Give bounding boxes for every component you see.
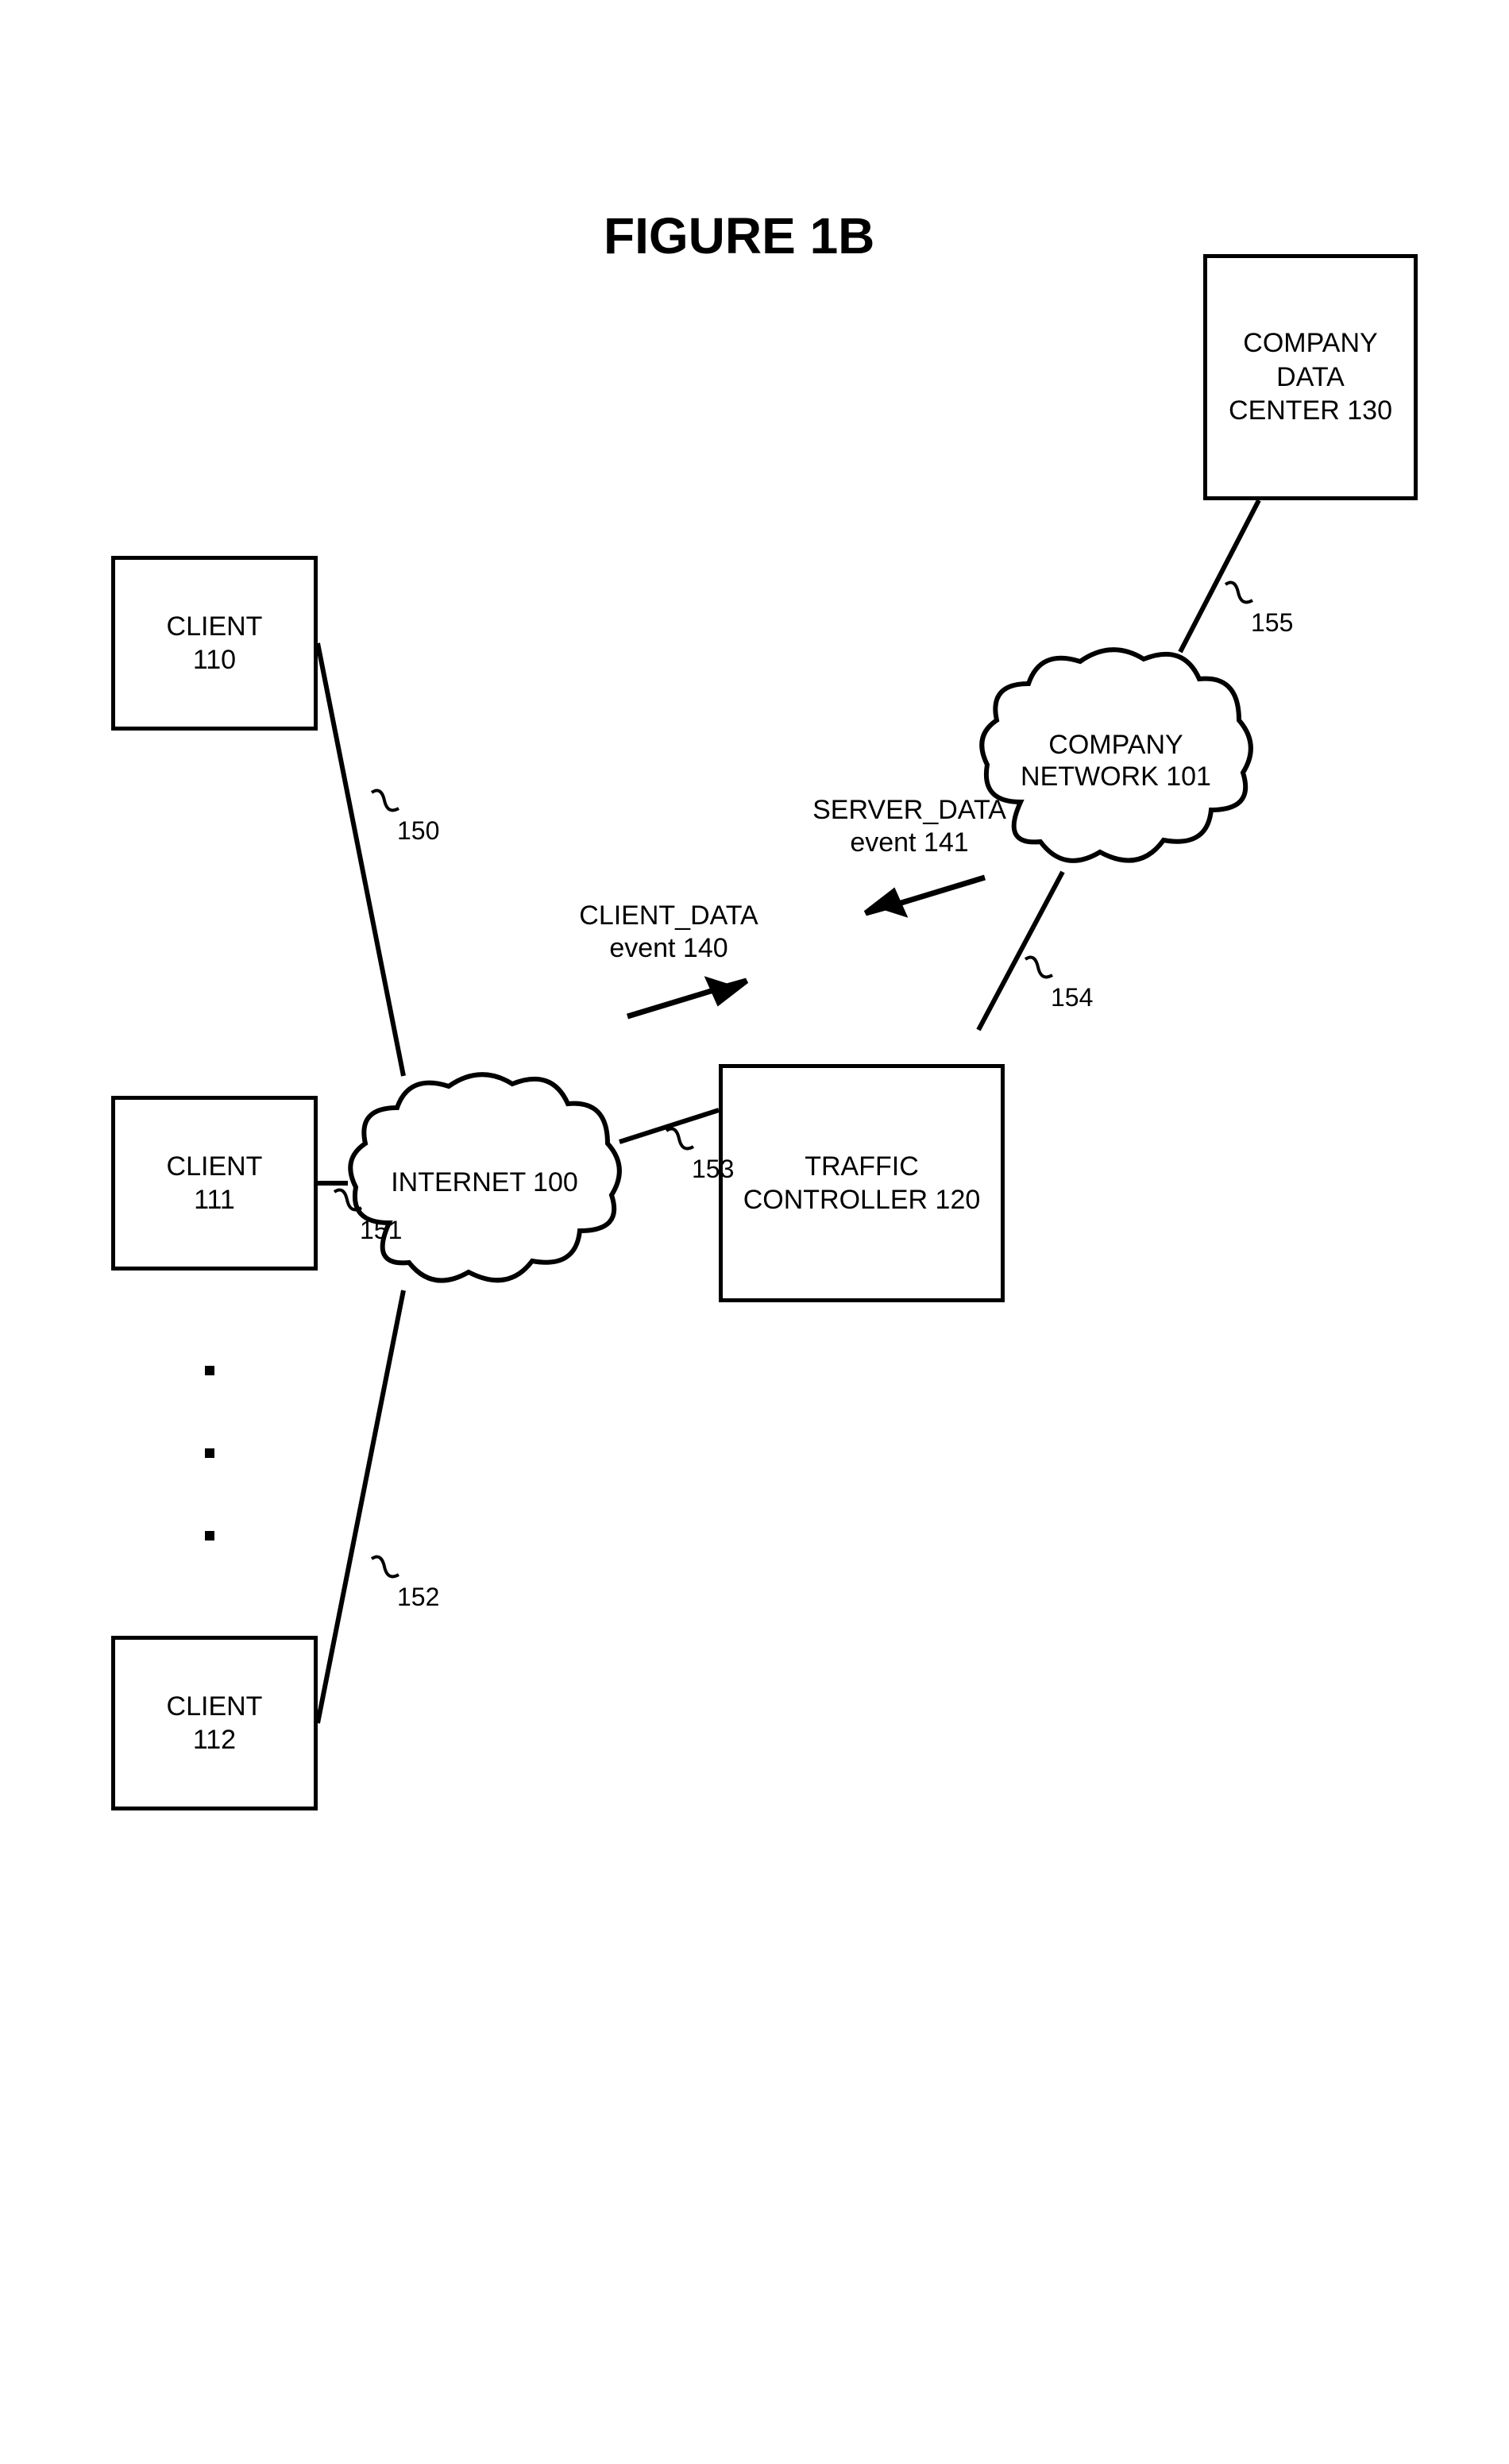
- ref-155: 155: [1251, 608, 1293, 638]
- server-data-line1: SERVER_DATA: [794, 794, 1025, 827]
- ref-153: 153: [692, 1155, 734, 1184]
- figure-canvas: FIGURE 1B CLIENT 110 CLIENT 111 CLIENT 1…: [0, 0, 1509, 2464]
- line-150: [318, 643, 403, 1076]
- connections-svg: [0, 0, 1509, 2464]
- ref-152: 152: [397, 1583, 439, 1612]
- client-data-line1: CLIENT_DATA: [565, 900, 772, 932]
- line-155: [1180, 500, 1259, 652]
- ref-150: 150: [397, 816, 439, 846]
- ref-154: 154: [1051, 983, 1093, 1012]
- server-data-arrow: [842, 862, 1009, 933]
- server-data-line2: event 141: [794, 827, 1025, 859]
- server-data-label: SERVER_DATA event 141: [794, 794, 1025, 859]
- client-data-arrow: [604, 969, 770, 1040]
- client-data-line2: event 140: [565, 932, 772, 965]
- client-data-label: CLIENT_DATA event 140: [565, 900, 772, 965]
- line-152: [318, 1290, 403, 1723]
- ref-151: 151: [360, 1216, 402, 1245]
